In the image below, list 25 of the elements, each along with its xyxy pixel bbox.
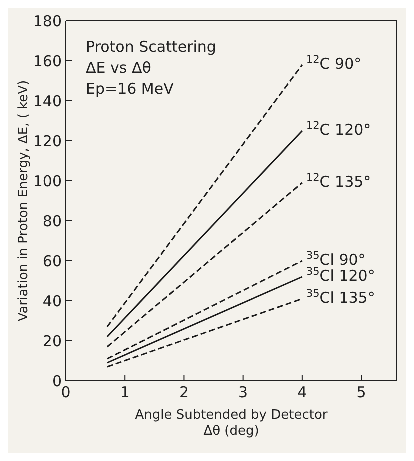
y-axis-title: Variation in Proton Energy, ΔE, ( keV) xyxy=(16,80,32,322)
y-tick-label: 40 xyxy=(42,292,62,310)
x-tick-label: 3 xyxy=(238,384,248,402)
annotation: Proton Scattering xyxy=(86,38,216,56)
y-tick-label: 180 xyxy=(33,12,62,30)
y-tick-label: 60 xyxy=(42,252,62,270)
annotation: Ep=16 MeV xyxy=(86,80,175,98)
series-label: $^{35}$Cl 120° xyxy=(306,266,376,285)
y-tick-label: 160 xyxy=(33,52,62,70)
y-tick-label: 140 xyxy=(33,92,62,110)
y-tick-label: 20 xyxy=(42,332,62,350)
annotation: ΔE vs Δθ xyxy=(86,59,152,77)
x-tick-label: 4 xyxy=(298,384,308,402)
series-label: $^{35}$Cl 135° xyxy=(306,288,376,307)
y-tick-label: 80 xyxy=(42,212,62,230)
x-tick-label: 2 xyxy=(179,384,189,402)
y-tick-label: 0 xyxy=(52,372,62,390)
series-label: $^{12}$C 135° xyxy=(306,172,372,191)
x-tick-label: 1 xyxy=(120,384,130,402)
y-tick-label: 100 xyxy=(33,172,62,190)
y-tick-label: 120 xyxy=(33,132,62,150)
series-label: $^{12}$C 120° xyxy=(306,120,372,139)
x-axis-title: Angle Subtended by Detector Δθ (deg) xyxy=(135,408,328,439)
x-tick-label: 5 xyxy=(356,384,366,402)
series-label: $^{12}$C 90° xyxy=(306,54,362,73)
